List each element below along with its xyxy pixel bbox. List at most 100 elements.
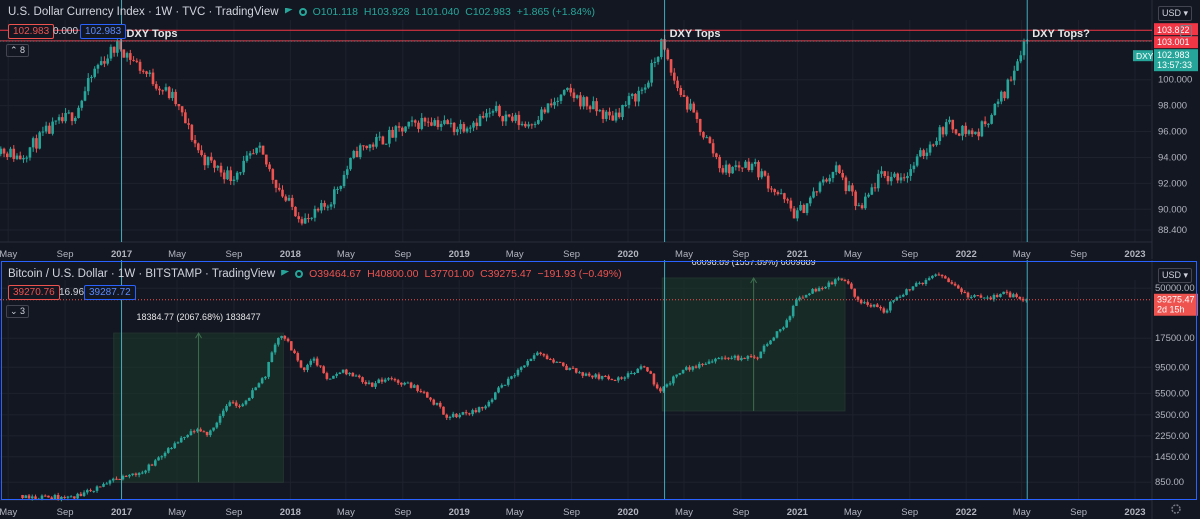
candle-body [112, 46, 116, 53]
candle-body [426, 121, 430, 123]
candle-body [371, 144, 375, 147]
candle-body [138, 61, 142, 71]
candle-body [303, 218, 307, 224]
candle-body [9, 148, 12, 158]
dxy-change: +1.865 (+1.84%) [516, 6, 596, 18]
candle-body [132, 59, 135, 61]
candle-body [704, 363, 708, 365]
candle-body [393, 379, 397, 381]
btc-currency-select[interactable]: USD ▾ [1157, 268, 1192, 283]
candle-body [35, 138, 38, 149]
x-tick-label: Sep [563, 507, 580, 518]
candle-body [630, 93, 634, 97]
candle-body [737, 165, 741, 168]
candle-body [300, 219, 304, 224]
candle-body [202, 431, 206, 433]
candle-body [493, 392, 497, 400]
candle-body [157, 457, 160, 461]
dxy-chart: May Sep 2017 May Sep 2018 May Sep 2019 May Sep 2020… [0, 0, 1198, 259]
btc-collapse-toggle[interactable]: ⌄ 3 [6, 305, 30, 318]
x-tick-label: Sep [563, 249, 580, 259]
flag-icon[interactable] [281, 269, 290, 276]
candle-body [0, 148, 3, 154]
candle-body [1022, 41, 1026, 56]
candle-body [639, 366, 643, 369]
candle-body [134, 473, 138, 475]
candle-body [792, 208, 796, 219]
candle-body [320, 203, 323, 211]
candle-body [692, 103, 696, 113]
candle-body [299, 360, 303, 368]
candle-body [976, 295, 980, 297]
candle-body [617, 112, 621, 118]
candle-body [384, 143, 388, 145]
btc-bid-pill[interactable]: 39270.76 [8, 285, 60, 300]
candle-body [731, 166, 734, 174]
candle-body [938, 127, 942, 142]
dxy-collapse-toggle[interactable]: ⌃ 8 [6, 44, 30, 57]
candle-body [361, 377, 364, 383]
candle-body [1006, 79, 1010, 99]
candle-body [537, 120, 540, 124]
y-tick-label: 1450.00 [1155, 452, 1189, 463]
candle-body [205, 431, 209, 436]
candle-body [710, 361, 714, 363]
candle-body [404, 126, 407, 132]
candle-body [80, 100, 84, 108]
y-tick-label: 5500.00 [1155, 388, 1189, 399]
candle-body [715, 153, 718, 157]
btc-pane: May Sep 2017 May Sep 2018 May Sep 2019 May Sep 2020… [0, 260, 1200, 519]
candle-body [219, 165, 223, 173]
candle-body [216, 165, 220, 168]
dxy-tops-annotation: DXY Tops [670, 28, 721, 40]
candle-body [24, 495, 28, 499]
candle-body [905, 289, 908, 295]
candle-body [911, 286, 915, 290]
candle-body [571, 367, 575, 369]
candle-body [95, 486, 99, 491]
candle-body [980, 121, 984, 137]
btc-ask-pill[interactable]: 39287.72 [84, 285, 136, 300]
dxy-symbol[interactable]: U.S. Dollar Currency Index · 1W · TVC · … [8, 6, 279, 18]
candle-body [957, 285, 960, 289]
candle-body [902, 177, 906, 179]
flag-icon[interactable] [284, 7, 293, 14]
candle-body [604, 111, 608, 119]
candle-body [838, 165, 841, 173]
dxy-currency-select[interactable]: USD ▾ [1157, 6, 1192, 21]
candle-body [814, 289, 818, 292]
candle-body [218, 415, 222, 423]
candle-body [549, 103, 553, 106]
candle-body [672, 72, 676, 81]
candle-body [34, 496, 37, 499]
candle-body [416, 385, 419, 391]
candle-body [694, 366, 698, 368]
candle-body [77, 107, 80, 118]
candle-body [524, 123, 527, 127]
settings-gear-icon[interactable] [1171, 504, 1181, 514]
candle-body [927, 278, 931, 281]
candle-body [67, 112, 71, 114]
dxy-settings-icon[interactable] [1180, 25, 1192, 37]
candle-body [526, 361, 529, 366]
candle-body [533, 123, 537, 125]
candle-body [474, 410, 478, 413]
candle-body [192, 431, 196, 433]
y-tick-label: 50000.00 [1155, 283, 1195, 294]
candle-body [163, 452, 167, 457]
candle-body [506, 378, 510, 385]
candle-body [129, 53, 132, 60]
candle-body [297, 216, 301, 220]
candle-body [707, 361, 711, 364]
dxy-ask-pill[interactable]: 102.983 [80, 24, 127, 39]
candle-body [345, 369, 348, 375]
candle-body [983, 121, 987, 125]
btc-symbol[interactable]: Bitcoin / U.S. Dollar · 1W · BITSTAMP · … [8, 268, 276, 280]
dxy-bid-pill[interactable]: 102.983 [8, 24, 55, 39]
candle-body [843, 279, 847, 282]
candle-body [1005, 291, 1009, 293]
candle-body [996, 101, 1000, 104]
candle-body [747, 161, 751, 171]
candle-body [200, 150, 203, 156]
candle-body [760, 171, 764, 178]
